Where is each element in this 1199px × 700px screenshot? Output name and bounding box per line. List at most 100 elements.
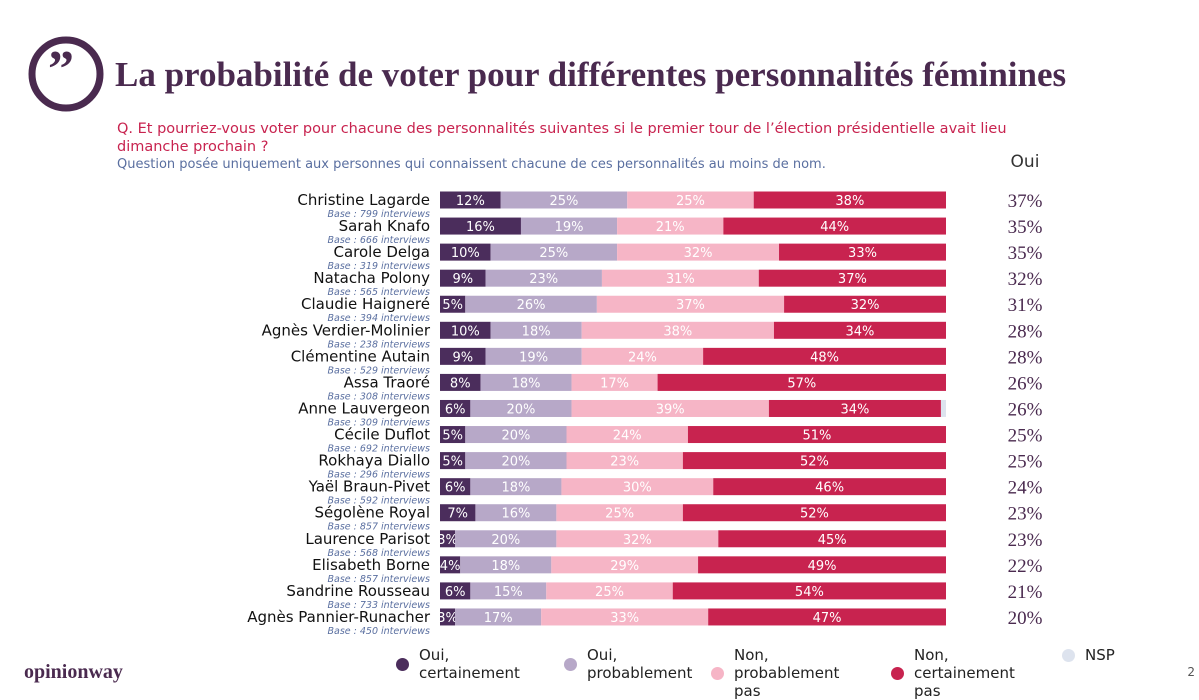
legend-marker [396,657,409,671]
legend-label: Non, probablement pas [734,646,840,700]
oui-label: 26% [1008,373,1043,394]
value-label: 46% [815,481,844,496]
category-label: Agnès Verdier-Molinier [262,321,431,339]
value-label: 33% [610,611,639,626]
base-label: Base : 394 interviews [328,313,431,324]
value-label: 24% [613,429,642,444]
value-label: 38% [835,194,864,209]
value-label: 9% [452,350,473,365]
bar-segment [440,452,466,470]
category-label: Anne Lauvergeon [298,399,430,417]
base-label: Base : 857 interviews [328,522,431,533]
value-label: 19% [555,220,584,235]
value-label: 24% [628,350,657,365]
value-label: 49% [808,559,837,574]
bar-segment [940,399,946,417]
bar-segment [440,582,471,600]
value-label: 20% [501,429,530,444]
legend-label: Oui, probablement [587,646,693,682]
value-label: 18% [501,481,530,496]
base-label: Base : 568 interviews [328,548,431,559]
value-label: 23% [610,455,639,470]
question: Q. Et pourriez-vous voter pour chacune d… [117,121,1007,155]
oui-label: 32% [1008,269,1043,290]
bar-segment [682,452,946,470]
category-label: Clémentine Autain [291,347,430,365]
legend-item: Oui, probablement [564,646,705,682]
base-label: Base : 450 interviews [328,626,431,637]
value-label: 18% [512,376,541,391]
value-label: 17% [484,611,513,626]
bar-segment [566,452,683,470]
category-label: Sarah Knafo [339,217,430,235]
value-label: 57% [787,376,816,391]
bar-segment [440,347,486,365]
value-label: 15% [494,585,523,600]
oui-label: 22% [1008,556,1043,577]
oui-label: 26% [1008,399,1043,420]
value-label: 29% [610,559,639,574]
bar-segment [753,191,946,209]
bar-segment [440,504,476,522]
value-label: 48% [810,350,839,365]
base-label: Base : 308 interviews [328,391,431,402]
value-label: 38% [663,324,692,339]
base-label: Base : 666 interviews [328,235,431,246]
value-label: 7% [447,507,468,522]
base-label: Base : 309 interviews [328,417,431,428]
oui-label: 20% [1008,608,1043,629]
value-label: 10% [451,246,480,261]
bar-segment [440,321,491,339]
value-label: 16% [466,220,495,235]
bar-segment [687,426,946,444]
legend-item: Non, certainement pas [891,646,1042,700]
oui-label: 28% [1008,347,1043,368]
bar-segment [698,556,946,574]
bar-segment [470,582,547,600]
oui-label: 25% [1008,426,1043,447]
bar-segment [627,191,754,209]
value-label: 6% [445,402,466,417]
category-label: Carole Delga [333,243,430,261]
value-label: 51% [803,429,832,444]
base-label: Base : 857 interviews [328,574,431,585]
value-label: 37% [676,298,705,313]
base-label: Base : 296 interviews [328,470,431,481]
bar-segment [470,478,562,496]
bar-segment [617,243,780,261]
quote-glyph: ” [48,41,74,98]
value-label: 8% [450,376,471,391]
bar-segment [470,399,572,417]
value-label: 30% [623,481,652,496]
bar-segment [571,399,769,417]
bar-segment [773,321,946,339]
oui-label: 24% [1008,478,1043,499]
bar-segment [581,347,704,365]
value-label: 5% [442,429,463,444]
base-label: Base : 238 interviews [328,339,431,350]
bar-segment [581,321,774,339]
base-label: Base : 529 interviews [328,365,431,376]
value-label: 25% [539,246,568,261]
bar-segment [561,478,714,496]
category-label: Sandrine Rousseau [286,582,430,600]
legend-label: Oui, certainement [419,646,520,682]
value-label: 12% [456,194,485,209]
legend-item: Non, probablement pas [711,646,862,700]
bar-segment [500,191,628,209]
title: La probabilité de voter pour différentes… [115,55,1066,94]
bar-segment [485,347,582,365]
legend-label: Non, certainement pas [914,646,1015,700]
bar-segment [490,243,618,261]
value-label: 3% [437,533,458,548]
value-label: 25% [676,194,705,209]
value-label: 25% [550,194,579,209]
bar-segment [768,399,941,417]
base-label: Base : 733 interviews [328,600,431,611]
bar-segment [440,243,491,261]
legend-marker [891,666,904,680]
bar-segment [440,426,466,444]
oui-label: 35% [1008,243,1043,264]
value-label: 18% [491,559,520,574]
